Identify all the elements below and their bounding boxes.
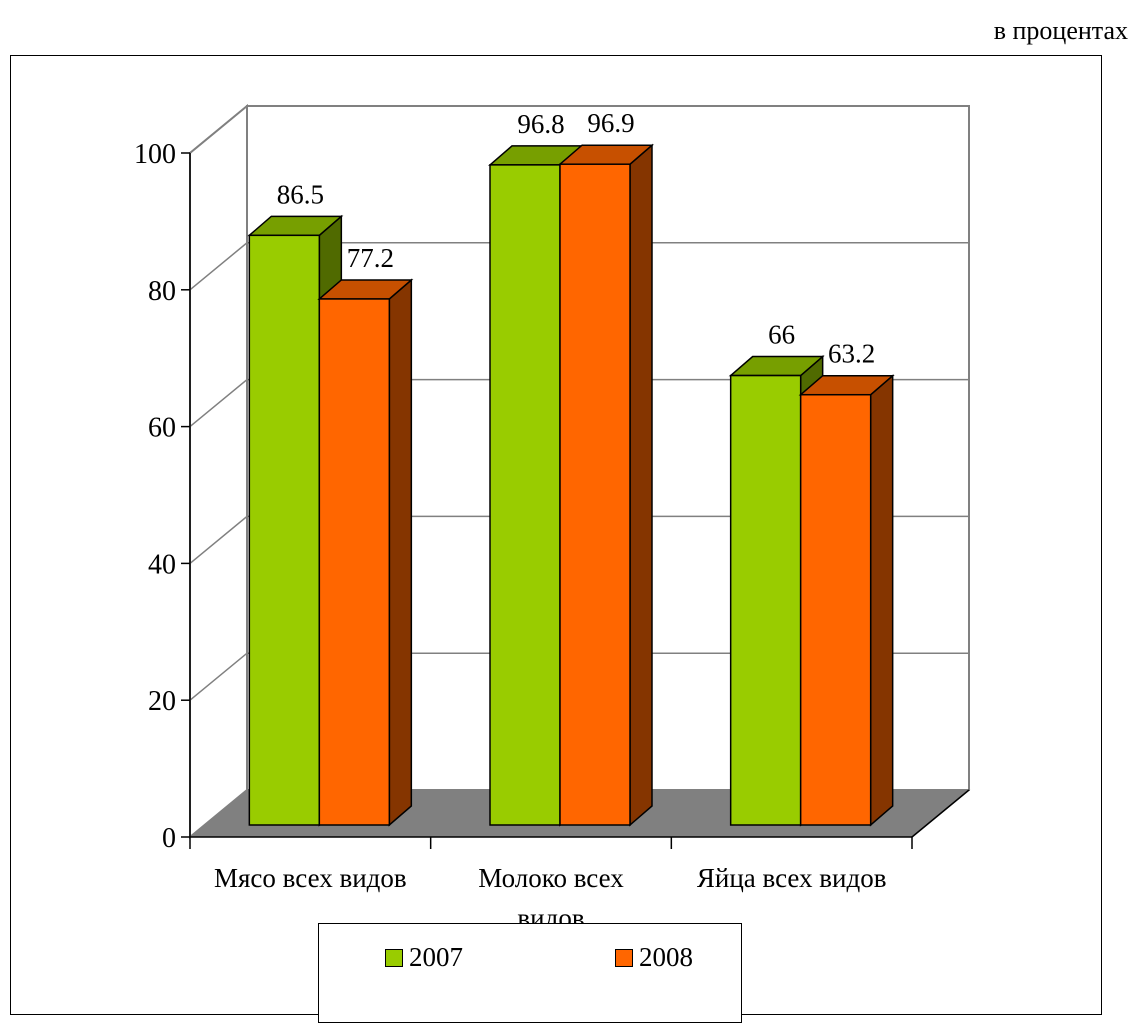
legend-label-2007: 2007 xyxy=(409,942,463,972)
x-category-label: Яйца всех видов xyxy=(697,863,887,893)
data-label: 63.2 xyxy=(828,339,875,369)
y-tick-label: 0 xyxy=(162,823,176,854)
bar-side xyxy=(869,374,894,827)
y-tick-label: 40 xyxy=(148,549,176,580)
gridline xyxy=(189,378,969,428)
legend-item-2007: 2007 xyxy=(385,942,463,973)
legend-item-2008: 2008 xyxy=(615,942,693,973)
gridline xyxy=(189,515,969,564)
data-label: 96.8 xyxy=(517,109,564,139)
legend-label-2008: 2008 xyxy=(639,942,693,972)
data-label: 77.2 xyxy=(347,243,394,273)
bar xyxy=(729,374,802,826)
gridline xyxy=(189,652,969,701)
bar xyxy=(799,393,872,826)
y-tick-label: 100 xyxy=(134,139,176,170)
gridline xyxy=(189,242,969,291)
x-category-label: Молоко всех xyxy=(478,863,624,893)
bar-side xyxy=(629,143,653,827)
bar xyxy=(559,163,631,826)
legend-swatch-2008 xyxy=(615,948,633,967)
data-label: 86.5 xyxy=(277,179,324,209)
gridline xyxy=(189,105,969,154)
y-tick-label: 60 xyxy=(148,413,176,444)
side-wall xyxy=(189,103,248,840)
y-tick-label: 80 xyxy=(148,276,176,307)
bar xyxy=(318,298,391,826)
x-category-label: Мясо всех видов xyxy=(214,863,407,893)
bar-side xyxy=(388,278,413,827)
bar xyxy=(248,234,321,826)
floor-edge xyxy=(911,789,970,838)
y-tick-label: 20 xyxy=(148,686,176,717)
data-label: 96.9 xyxy=(587,108,634,138)
data-label: 66 xyxy=(768,320,795,350)
bar xyxy=(489,164,561,826)
legend: 2007 2008 xyxy=(318,923,742,1023)
legend-swatch-2007 xyxy=(385,948,403,967)
unit-note: в процентах xyxy=(993,16,1128,45)
